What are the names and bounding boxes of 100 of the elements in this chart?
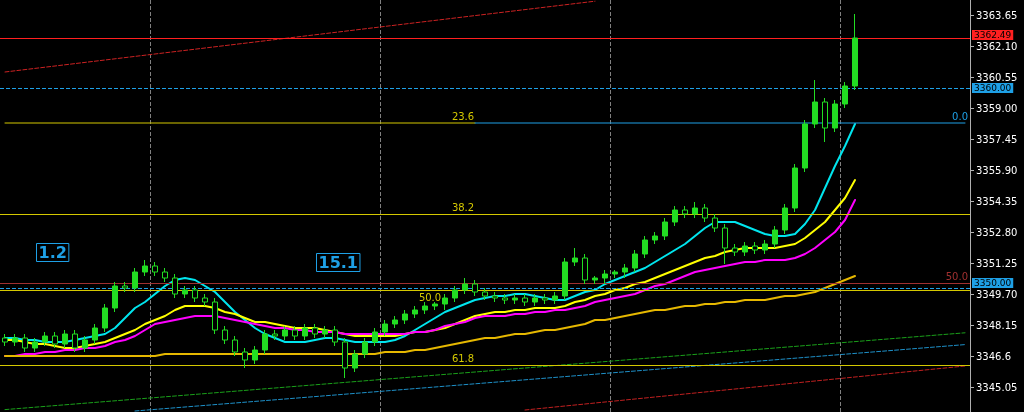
candlestick bbox=[472, 279, 478, 297]
candlestick bbox=[12, 333, 18, 347]
candlestick bbox=[562, 257, 568, 301]
annotation: 1.2 bbox=[38, 243, 67, 262]
annotation: 50.0 bbox=[945, 270, 968, 282]
candlestick bbox=[422, 301, 428, 315]
y-tick-label: 3363.65 bbox=[976, 9, 1018, 21]
candlestick bbox=[322, 325, 328, 339]
candlestick bbox=[62, 329, 68, 349]
candlestick bbox=[42, 331, 48, 347]
candlestick bbox=[772, 225, 778, 249]
y-tick-label: 3349.70 bbox=[976, 288, 1018, 300]
candlestick bbox=[792, 163, 798, 213]
y-tick-label: 3346.6 bbox=[976, 350, 1011, 362]
candlestick bbox=[302, 323, 308, 341]
candlestick bbox=[672, 205, 678, 227]
candlestick bbox=[742, 241, 748, 257]
candlestick bbox=[722, 223, 728, 265]
candlestick bbox=[52, 331, 58, 349]
candlestick bbox=[2, 333, 8, 347]
line-series bbox=[524, 365, 966, 411]
candlestick bbox=[92, 323, 98, 345]
candlestick bbox=[102, 303, 108, 333]
candlestick bbox=[312, 323, 318, 339]
candlestick bbox=[502, 293, 508, 305]
candlestick bbox=[382, 319, 388, 337]
candlestick bbox=[412, 305, 418, 319]
candlestick bbox=[532, 293, 538, 307]
candlestick bbox=[712, 213, 718, 233]
y-tick-label: 3355.90 bbox=[976, 164, 1018, 176]
candlestick bbox=[762, 239, 768, 255]
candlestick bbox=[122, 281, 128, 293]
candlestick bbox=[182, 285, 188, 299]
candlestick bbox=[172, 273, 178, 299]
y-tick-label: 3362.10 bbox=[976, 40, 1018, 52]
candlestick bbox=[552, 291, 558, 305]
ref-line-label: 3360.00 bbox=[974, 83, 1012, 93]
candlestick bbox=[482, 287, 488, 301]
candlestick bbox=[682, 205, 688, 219]
candlestick bbox=[352, 349, 358, 373]
candlestick bbox=[192, 285, 198, 303]
candlestick bbox=[362, 337, 368, 359]
candlestick bbox=[812, 79, 818, 129]
candlestick bbox=[642, 235, 648, 259]
candlestick bbox=[112, 281, 118, 313]
candlestick bbox=[612, 269, 618, 279]
candlestick bbox=[242, 347, 248, 369]
candlestick bbox=[702, 203, 708, 223]
annotation: 23.6 bbox=[451, 110, 475, 122]
candlestick bbox=[252, 345, 258, 365]
annotation: 61.8 bbox=[451, 352, 475, 364]
annotation: 0.0 bbox=[952, 110, 968, 122]
y-tick-label: 3348.15 bbox=[976, 319, 1018, 331]
candlestick bbox=[432, 301, 438, 311]
line-series bbox=[4, 332, 966, 411]
candlestick bbox=[152, 261, 158, 277]
candlestick bbox=[402, 309, 408, 325]
candlestick bbox=[822, 97, 828, 143]
y-tick-label: 3360.55 bbox=[976, 71, 1018, 83]
candlestick bbox=[852, 13, 858, 91]
candlestick bbox=[452, 285, 458, 303]
candlestick bbox=[662, 217, 668, 241]
candlestick bbox=[732, 243, 738, 257]
candlestick bbox=[72, 329, 78, 353]
candlestick bbox=[212, 297, 218, 335]
y-tick-label: 3345.05 bbox=[976, 381, 1018, 393]
annotation: 15.1 bbox=[318, 253, 358, 272]
candlestick bbox=[572, 247, 578, 267]
line-series bbox=[4, 0, 596, 73]
candlestick bbox=[222, 325, 228, 345]
ref-line-label: 3362.49 bbox=[974, 30, 1012, 40]
candlestick bbox=[162, 267, 168, 283]
candlestick bbox=[142, 259, 148, 277]
candlestick bbox=[22, 333, 28, 353]
candlestick bbox=[542, 293, 548, 305]
candlestick bbox=[632, 249, 638, 273]
candlestick bbox=[262, 329, 268, 355]
candlestick bbox=[82, 335, 88, 353]
candlestick bbox=[592, 275, 598, 285]
candlestick bbox=[512, 293, 518, 305]
candlestick bbox=[332, 325, 338, 347]
candlestick bbox=[232, 335, 238, 357]
candlestick bbox=[372, 327, 378, 347]
y-tick-label: 3357.45 bbox=[976, 133, 1018, 145]
candlestick bbox=[342, 337, 348, 379]
line-series bbox=[134, 344, 966, 412]
candlestick bbox=[442, 293, 448, 311]
candlestick bbox=[782, 203, 788, 235]
candlestick bbox=[602, 269, 608, 285]
annotation: 38.2 bbox=[451, 201, 475, 213]
candlestick bbox=[392, 315, 398, 329]
candlestick bbox=[272, 329, 278, 341]
candlestick bbox=[462, 277, 468, 295]
candlestick bbox=[32, 337, 38, 353]
y-tick-label: 3359.00 bbox=[976, 102, 1018, 114]
candlestick bbox=[132, 267, 138, 293]
candlestick bbox=[622, 263, 628, 279]
candlestick bbox=[582, 253, 588, 285]
candlestick bbox=[842, 81, 848, 109]
y-tick-label: 3352.80 bbox=[976, 226, 1018, 238]
